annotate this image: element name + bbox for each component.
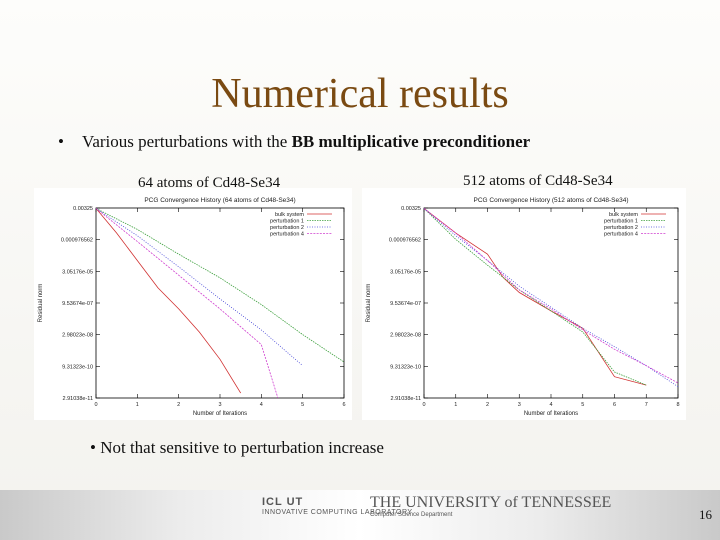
ut-logo-subtext: Computer Science Department (370, 512, 453, 518)
chart1-y-tick-label: 2.91038e-11 (63, 396, 93, 402)
chart-caption-left: 64 atoms of Cd48-Se34 (138, 175, 281, 191)
chart2-x-tick-label: 5 (581, 402, 584, 408)
chart2-legend-label-3: perturbation 4 (604, 232, 638, 238)
chart2-x-tick-label: 7 (645, 402, 648, 408)
chart1-x-tick-label: 3 (218, 402, 221, 408)
chart2-x-tick-label: 8 (676, 402, 679, 408)
chart1-title: PCG Convergence History (64 atoms of Cd4… (144, 197, 295, 204)
chart1-y-tick-label: 3.05176e-05 (62, 269, 93, 275)
chart2-series-line-3 (423, 208, 679, 384)
chart2-y-tick-label: 9.31323e-10 (390, 364, 421, 370)
chart1-x-tick-label: 5 (301, 402, 304, 408)
chart1-y-axis-label: Residual norm (38, 284, 44, 323)
ut-logo-text: THE UNIVERSITY of TENNESSEE (370, 494, 612, 511)
chart2-y-tick-label: 2.98023e-08 (390, 333, 421, 339)
page-number: 16 (699, 507, 712, 522)
chart2-series-line-1 (423, 208, 647, 386)
chart-right-svg: PCG Convergence History (512 atoms of Cd… (366, 197, 680, 417)
chart2-y-tick-label: 2.91038e-11 (391, 396, 421, 402)
chart-left: PCG Convergence History (64 atoms of Cd4… (34, 188, 352, 420)
chart2-legend-label-1: perturbation 1 (604, 219, 638, 225)
chart1-series-line-1 (95, 208, 345, 363)
chart1-y-tick-label: 0.00325 (73, 206, 93, 212)
chart2-legend-label-0: bulk system (609, 212, 638, 218)
chart2-y-tick-label: 0.000976562 (389, 238, 421, 244)
note-text: • Not that sensitive to perturbation inc… (90, 438, 384, 457)
icl-logo-subtext: INNOVATIVE COMPUTING LABORATORY (262, 509, 413, 516)
bullet-line: • Various perturbations with the BB multi… (58, 132, 530, 152)
chart1-legend-label-2: perturbation 2 (270, 225, 304, 231)
chart2-legend-label-2: perturbation 2 (604, 225, 638, 231)
chart2-y-axis-label: Residual norm (366, 284, 372, 323)
chart1-series-line-3 (95, 208, 279, 399)
icl-logo-text: ICL UT (262, 496, 304, 508)
chart1-y-tick-label: 9.31323e-10 (62, 364, 93, 370)
slide-title: Numerical results (211, 71, 509, 117)
chart2-x-tick-label: 1 (454, 402, 457, 408)
chart1-x-tick-label: 4 (260, 402, 263, 408)
chart1-legend-label-3: perturbation 4 (270, 232, 304, 238)
chart2-series-line-2 (423, 208, 679, 388)
chart2-x-tick-label: 4 (549, 402, 552, 408)
chart1-plot-frame (95, 207, 345, 399)
chart-left-svg: PCG Convergence History (64 atoms of Cd4… (38, 197, 346, 417)
chart-caption-right: 512 atoms of Cd48-Se34 (463, 173, 613, 189)
bullet-text-bold: BB multiplicative preconditioner (291, 132, 531, 151)
icl-logo: ICL UT INNOVATIVE COMPUTING LABORATORY (262, 496, 413, 517)
chart1-x-tick-label: 2 (177, 402, 180, 408)
chart2-x-axis-label: Number of Iterations (524, 411, 578, 417)
chart2-plot-frame (423, 207, 679, 399)
ut-logo: THE UNIVERSITY of TENNESSEE Computer Sci… (370, 494, 611, 518)
chart2-x-tick-label: 0 (422, 402, 425, 408)
chart1-x-tick-label: 1 (136, 402, 139, 408)
chart2-y-tick-label: 9.53674e-07 (390, 301, 421, 307)
chart1-y-tick-label: 0.000976562 (61, 238, 93, 244)
chart1-y-tick-label: 2.98023e-08 (62, 333, 93, 339)
chart1-y-tick-label: 9.53674e-07 (62, 301, 93, 307)
chart2-x-tick-label: 3 (518, 402, 521, 408)
chart1-legend-label-1: perturbation 1 (270, 219, 304, 225)
chart2-x-tick-label: 2 (486, 402, 489, 408)
chart1-series-line-0 (95, 208, 242, 394)
chart2-series-line-0 (423, 208, 647, 386)
chart-right: PCG Convergence History (512 atoms of Cd… (362, 188, 686, 420)
bullet-text: Various perturbations with the (81, 132, 292, 151)
chart2-x-tick-label: 6 (613, 402, 616, 408)
chart2-y-tick-label: 3.05176e-05 (390, 269, 421, 275)
chart1-x-tick-label: 0 (94, 402, 97, 408)
chart1-legend-label-0: bulk system (275, 212, 304, 218)
chart2-y-tick-label: 0.00325 (401, 206, 421, 212)
footer-bar (0, 490, 720, 540)
chart1-x-tick-label: 6 (342, 402, 345, 408)
bullet-dot: • (58, 132, 64, 151)
chart1-x-axis-label: Number of Iterations (193, 411, 247, 417)
chart2-title: PCG Convergence History (512 atoms of Cd… (474, 197, 629, 204)
